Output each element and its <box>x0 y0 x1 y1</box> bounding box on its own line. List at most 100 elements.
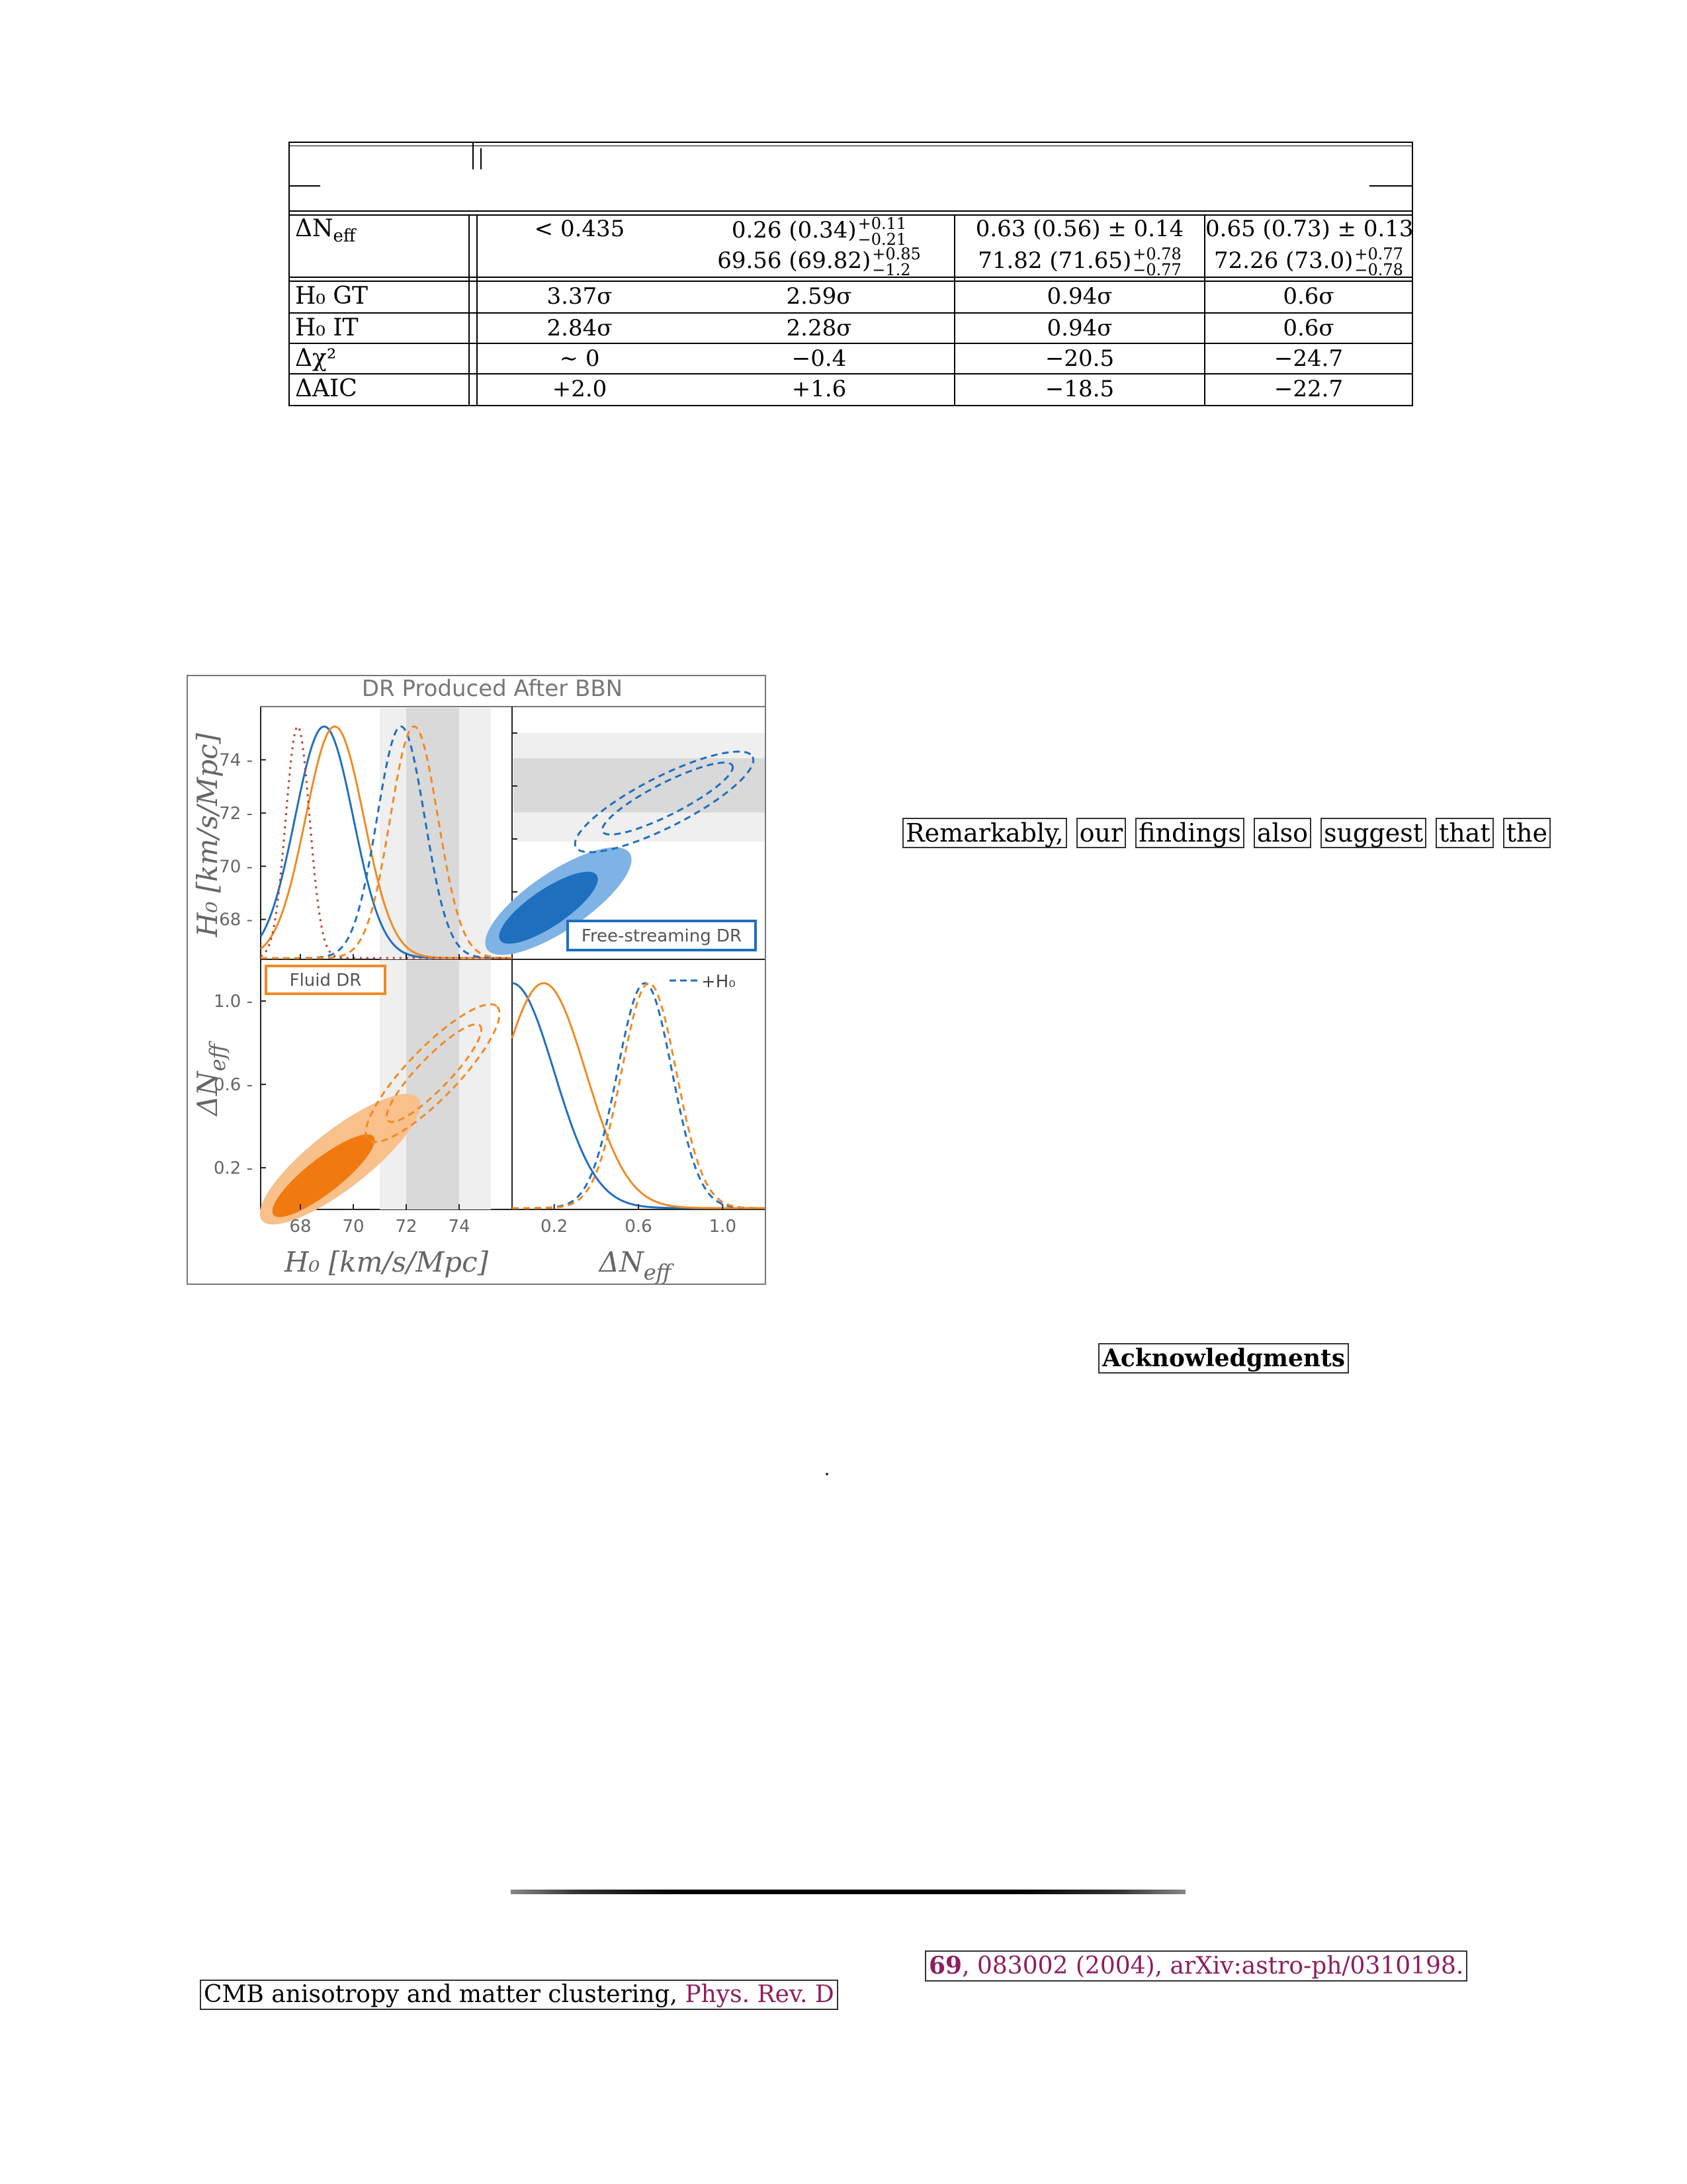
cell-chi2-col3: −20.5 <box>1045 345 1115 372</box>
y-axis-label-bottom: ΔNeff <box>191 1040 230 1117</box>
cell-neff-col4: 0.65 (0.73) ± 0.13 <box>1205 216 1414 242</box>
reference-head-text: CMB anisotropy and matter clustering, <box>204 1981 685 2008</box>
fluid-h0-contour-outer <box>365 1003 501 1143</box>
x-axis-label-right-sub: eff <box>644 1260 675 1284</box>
cell-aic-col2: +1.6 <box>791 376 847 402</box>
y-axis-label-bottom-main: ΔN <box>191 1070 224 1117</box>
cell-h0-col2: 69.56 (69.82) +0.85 −1.2 <box>685 246 953 278</box>
top-right-contours <box>485 750 755 955</box>
bl-xtick-label-3: 74 <box>448 1217 470 1237</box>
cell-h0-col3: 71.82 (71.65) +0.78 −0.77 <box>955 246 1204 278</box>
cell-h0-col2-plus: +0.85 <box>872 245 921 263</box>
reference-head: CMB anisotropy and matter clustering, Ph… <box>200 1980 838 2010</box>
bl-xtick-label-2: 72 <box>395 1217 417 1237</box>
fluid-contour-inner <box>272 1134 375 1217</box>
x-axis-label-right: ΔNeff <box>598 1246 675 1284</box>
bl-ytick-label-1: 0.6 - <box>214 1075 253 1095</box>
figure-title: DR Produced After BBN <box>362 676 623 702</box>
cell-gt-col2: 2.59σ <box>786 283 852 310</box>
cell-neff-col2-line1: 0.26 (0.34) <box>731 217 857 243</box>
legend-fluid-box <box>265 965 386 995</box>
cell-it-col3: 0.94σ <box>1047 315 1113 341</box>
reference-volume: 69 <box>929 1952 963 1980</box>
legend-fluid: Fluid DR <box>290 971 362 990</box>
word-findings: findings <box>1135 818 1244 848</box>
cell-gt-col4: 0.6σ <box>1283 283 1334 310</box>
tick-layer: 68 - 70 - 72 - 74 - 0.2 - 0.6 - 1.0 - 68 70 72 74 0… <box>214 732 736 1237</box>
tl-ytick-label-1: 70 - <box>219 857 253 877</box>
cell-neff-col1: < 0.435 <box>534 216 625 242</box>
cell-neff-col3: 0.63 (0.56) ± 0.14 <box>975 216 1184 242</box>
cell-h0-col4-plus: +0.77 <box>1354 245 1403 263</box>
row-label-delta-aic: ΔAIC <box>295 375 357 402</box>
remark-line: Remarkably, our findings also suggest th… <box>902 818 1551 848</box>
word-suggest: suggest <box>1320 818 1426 848</box>
bl-ytick-label-2: 1.0 - <box>214 992 253 1012</box>
row-label-delta-neff: ΔNeff <box>295 215 356 247</box>
cell-h0-col4-minus: −0.78 <box>1354 261 1403 279</box>
cell-chi2-col1: ∼ 0 <box>559 345 600 372</box>
cell-neff-col2-minus: −0.21 <box>857 230 907 249</box>
cell-aic-col4: −22.7 <box>1274 376 1344 402</box>
bottom-left-contours <box>259 1003 501 1225</box>
tl-ytick-label-2: 72 - <box>219 804 253 824</box>
triangle-plot-svg: DR Produced After BBN Free-streaming DR <box>191 676 765 1284</box>
br-curve-3 <box>512 982 765 1209</box>
word-that: that <box>1436 818 1494 848</box>
cell-h0-col3-line2: 71.82 (71.65) <box>978 247 1132 274</box>
bl-ytick-label-0: 0.2 - <box>214 1158 253 1178</box>
h0-band-dark-bottom-left <box>406 961 459 1209</box>
cell-aic-col3: −18.5 <box>1045 376 1115 402</box>
cell-h0-col3-minus: −0.77 <box>1133 261 1182 279</box>
h0-band-dark-top-right <box>513 758 765 812</box>
results-table: ΔNeff < 0.435 0.26 (0.34) +0.11 −0.21 69.5… <box>288 142 1414 406</box>
fs-contour-inner <box>499 871 598 944</box>
tl-ytick-label-0: 68 - <box>219 910 253 930</box>
tl-curve-2 <box>261 725 512 959</box>
legend-free-streaming: Free-streaming DR <box>582 926 742 946</box>
br-curve-2 <box>512 982 765 1209</box>
cell-h0-col2-minus: −1.2 <box>872 261 911 279</box>
reference-tail[interactable]: 69, 083002 (2004), arXiv:astro-ph/031019… <box>925 1950 1468 1982</box>
y-axis-label-top: H₀ [km/s/Mpc] <box>191 732 224 938</box>
tl-curve-1 <box>260 725 512 959</box>
tl-curve-3 <box>261 725 512 959</box>
cell-h0-col3-plus: +0.78 <box>1133 245 1182 263</box>
row-label-h0-it: H₀ IT <box>295 314 359 341</box>
row-label-h0-gt: H₀ GT <box>295 283 368 310</box>
cell-it-col2: 2.28σ <box>786 315 852 341</box>
word-the: the <box>1502 818 1551 848</box>
br-xtick-label-2: 1.0 <box>709 1217 736 1237</box>
cell-h0-col2-line2: 69.56 (69.82) <box>717 247 871 274</box>
fs-h0-contour-inner <box>601 762 734 836</box>
cell-neff-col2-plus: +0.11 <box>857 214 907 233</box>
stray-dot <box>826 1473 828 1475</box>
reference-journal-link[interactable]: Phys. Rev. D <box>685 1981 834 2008</box>
x-axis-label-left: H₀ [km/s/Mpc] <box>284 1246 489 1278</box>
bl-xtick-label-1: 70 <box>342 1217 364 1237</box>
cell-gt-col1: 3.37σ <box>546 283 613 310</box>
cell-it-col4: 0.6σ <box>1283 315 1334 341</box>
cell-chi2-col4: −24.7 <box>1274 345 1344 372</box>
row-label-delta-chi2: Δχ² <box>295 345 337 372</box>
legend-h0: +H₀ <box>701 972 736 992</box>
word-remarkably: Remarkably, <box>902 818 1067 848</box>
top-left-posteriors <box>259 724 512 959</box>
fluid-h0-contour-inner <box>385 1023 483 1123</box>
footnote-rule <box>511 1890 1186 1894</box>
bl-xtick-label-0: 68 <box>289 1217 311 1237</box>
br-curve-0 <box>511 982 765 1209</box>
cell-h0-col4-line2: 72.26 (73.0) <box>1214 247 1354 274</box>
x-axis-label-right-main: ΔN <box>598 1246 644 1278</box>
y-axis-label-bottom-sub: eff <box>205 1040 230 1071</box>
cell-h0-col4: 72.26 (73.0) +0.77 −0.78 <box>1205 246 1412 278</box>
tl-curve-4 <box>260 724 512 959</box>
cell-gt-col3: 0.94σ <box>1047 283 1113 310</box>
cell-neff-col2: 0.26 (0.34) +0.11 −0.21 <box>685 216 953 247</box>
legend-free-streaming-box <box>566 920 757 951</box>
br-curve-1 <box>511 982 765 1209</box>
bottom-right-posteriors <box>511 982 765 1209</box>
word-also: also <box>1253 818 1312 848</box>
cell-chi2-col2: −0.4 <box>791 345 847 372</box>
br-xtick-label-0: 0.2 <box>541 1217 568 1237</box>
